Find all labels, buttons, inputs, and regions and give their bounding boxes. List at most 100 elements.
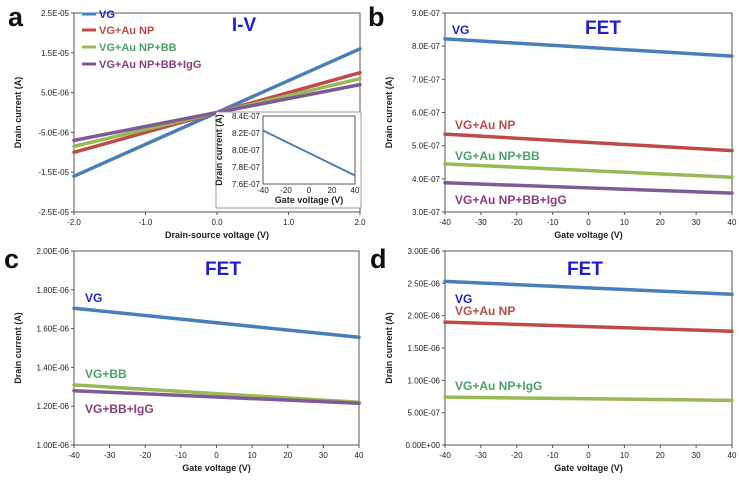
x-tick-label: 40 [728,451,737,460]
panel-title: FET [205,259,241,280]
x-axis-label: Gate voltage (V) [554,230,623,240]
x-tick-label: -10 [547,218,559,227]
y-tick-label: 5.0E-06 [41,89,70,98]
inset-x-tick-label: -20 [280,186,292,195]
x-tick-label: 20 [283,451,292,460]
inset-y-axis-label: Drain current (A) [214,114,224,186]
series-label: VG [452,23,469,37]
x-tick-label: -20 [511,451,523,460]
x-tick-label: 10 [620,451,629,460]
y-axis-label: Drain current (A) [384,77,394,149]
series-label: VG+Au NP+IgG [455,379,542,393]
y-tick-label: 4.0E-07 [412,175,441,184]
y-tick-label: 9.0E-07 [412,9,441,18]
inset-x-tick-label: 40 [351,186,360,195]
y-tick-label: 1.60E-06 [37,325,70,334]
y-tick-label: -5.0E-06 [38,128,69,137]
inset-background [215,111,362,209]
series-line-vg [72,306,361,340]
legend-label: VG [99,9,115,21]
inset-y-tick-label: 8.4E-07 [232,112,261,121]
y-tick-label: 3.00E-06 [408,247,441,256]
y-tick-label: 2.50E-06 [408,279,441,288]
panel-title: I-V [232,15,257,36]
y-tick-label: 1.00E-06 [408,376,441,385]
panel-a: -2.0 -1.0 0.0 1.0 2.0 2.5E-05 1.5E-05 5.0E-06 -5… [8,2,366,240]
x-tick-label: -10 [547,451,559,460]
x-tick-label: -40 [68,451,80,460]
y-tick-label: 1.5E-05 [41,49,70,58]
x-tick-label: 40 [728,218,737,227]
panel-letter: a [8,2,24,32]
x-tick-label: 30 [319,451,328,460]
x-tick-label: 0 [586,218,591,227]
series-line-vg-au-np-igg [443,395,734,403]
x-tick-label: -40 [439,218,451,227]
y-tick-label: 1.20E-06 [37,402,70,411]
series-line-vg-au-np [443,320,734,333]
inset-y-tick-label: 7.8E-07 [232,163,261,172]
legend-label: VG+Au NP+BB+IgG [99,59,201,71]
x-tick-label: 30 [692,218,701,227]
x-tick-label: 10 [620,218,629,227]
x-tick-label: 10 [248,451,257,460]
x-tick-label: -1.0 [139,218,153,227]
x-tick-label: 0 [214,451,219,460]
y-tick-label: 1.40E-06 [37,363,70,372]
series-label: VG+Au NP [455,118,515,132]
y-tick-label: -2.5E-05 [38,208,69,217]
series-line-vg-au-np [443,132,734,153]
plot-frame [444,250,733,446]
y-tick-label: 2.00E-06 [37,247,70,256]
inset-series-line [262,129,356,177]
y-tick-label: -1.5E-05 [38,168,69,177]
series-line-vg-bb [72,383,361,405]
legend-label: VG+Au NP+BB [99,42,177,54]
x-tick-label: 1.0 [283,218,295,227]
y-tick-label: 1.80E-06 [37,286,70,295]
inset-plot: -40 -20 0 20 40 8.4E-07 8.2E-07 8.0E-07 7.8E-07 7… [214,111,362,209]
inset-x-tick-label: -40 [257,186,269,195]
series-label: VG [85,291,102,305]
x-tick-label: -40 [439,451,451,460]
series-label: VG+BB [85,367,127,381]
x-axis-label: Gate voltage (V) [182,463,251,473]
y-tick-label: 1.00E-06 [37,441,70,450]
y-tick-label: 0.00E+00 [406,441,441,450]
series-label: VG+Au NP [455,304,515,318]
y-tick-label: 2.00E-06 [408,312,441,321]
x-tick-label: 0 [586,451,591,460]
y-tick-label: 3.0E-07 [412,208,441,217]
x-tick-label: 40 [355,451,364,460]
series-line-vg [443,37,734,58]
x-tick-label: -30 [104,451,116,460]
inset-x-tick-label: 20 [328,186,337,195]
inset-x-axis-label: Gate voltage (V) [275,195,344,205]
x-tick-label: 20 [656,451,665,460]
x-tick-label: -20 [139,451,151,460]
panel-letter: b [368,2,385,32]
panel-letter: d [370,244,387,274]
panel-letter: c [4,244,19,274]
panel-title: FET [585,18,621,39]
inset-y-tick-label: 8.0E-07 [232,146,261,155]
panel-b: -40 -30 -20 -10 0 10 20 30 40 9.0E-07 8.0E-07 7.0E-… [368,2,737,240]
inset-y-tick-label: 8.2E-07 [232,129,261,138]
series-line-vg [443,279,734,297]
x-tick-label: -30 [475,451,487,460]
series-label: VG [455,292,472,306]
y-tick-label: 8.0E-07 [412,42,441,51]
y-tick-label: 7.0E-07 [412,75,441,84]
x-tick-label: -2.0 [67,218,81,227]
x-tick-label: -30 [475,218,487,227]
panel-title: FET [567,259,603,280]
inset-y-tick-label: 7.6E-07 [232,180,261,189]
series-label: VG+Au NP+BB+IgG [455,193,567,207]
series-line-vg-au-np-bb [443,162,734,179]
inset-frame [262,115,356,185]
y-axis-label: Drain current (A) [384,312,394,384]
y-tick-label: 6.0E-07 [412,109,441,118]
x-tick-label: 20 [656,218,665,227]
panel-c: -40 -30 -20 -10 0 10 20 30 40 2.00E-06 1.80E-06 1.6… [4,244,364,473]
